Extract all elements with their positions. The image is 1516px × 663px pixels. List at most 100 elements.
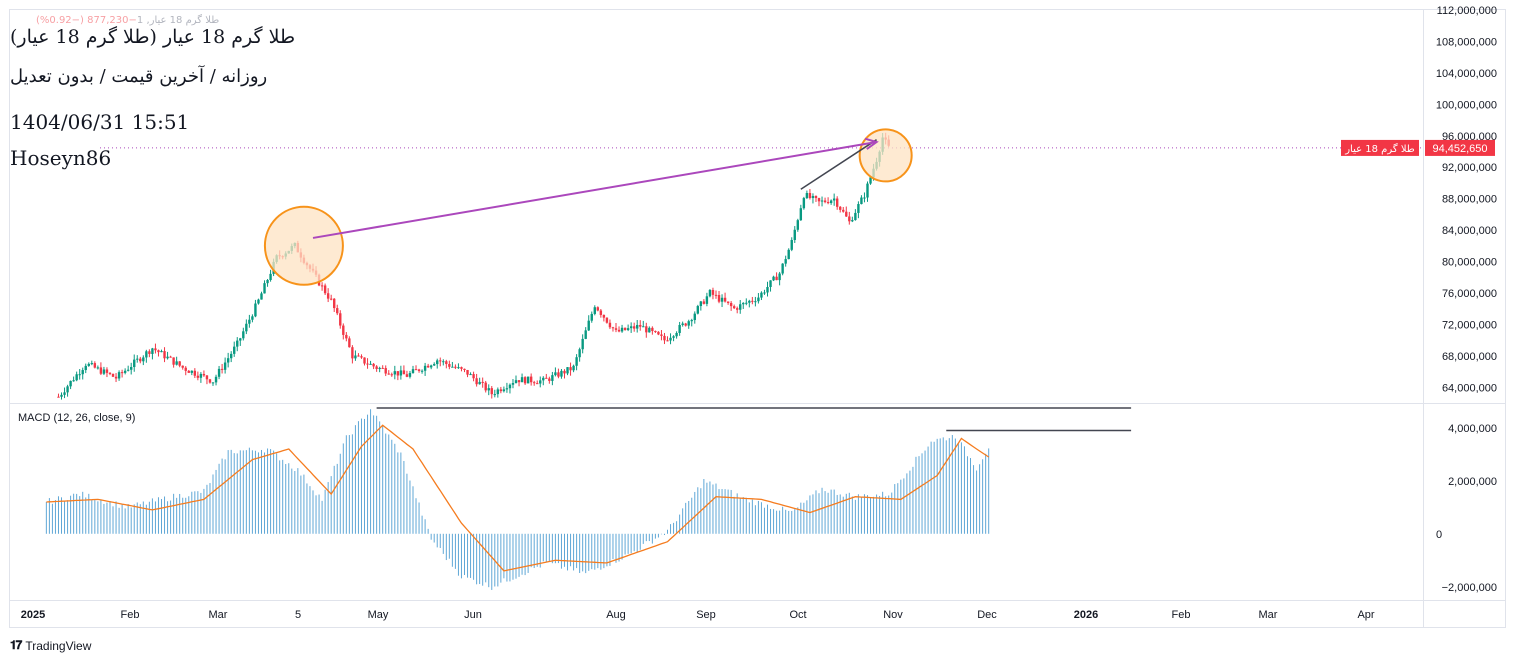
candle-body: [690, 320, 693, 322]
price-candle: [732, 304, 736, 310]
time-axis-tick: Dec: [977, 609, 997, 621]
candle-body: [569, 367, 572, 371]
price-candle: [114, 373, 118, 383]
candle-body: [678, 325, 681, 333]
price-candle: [130, 362, 133, 375]
price-candle: [81, 367, 84, 380]
candle-body: [363, 357, 366, 364]
candle-body: [790, 239, 793, 250]
candle-body: [711, 289, 715, 295]
price-candle: [654, 330, 657, 334]
candle-body: [151, 348, 154, 354]
macd-axis-tick: 4,000,000: [1448, 423, 1497, 435]
price-axis-tick: 112,000,000: [1437, 5, 1497, 17]
candle-body: [805, 193, 809, 199]
candle-body: [687, 321, 690, 326]
price-axis-tick: 108,000,000: [1436, 36, 1497, 48]
candle-body: [60, 394, 63, 397]
price-candle: [348, 336, 351, 348]
candle-body: [411, 369, 415, 373]
candle-body: [699, 301, 703, 307]
candle-body: [620, 327, 624, 332]
time-axis-tick: Sep: [696, 609, 716, 621]
price-candle: [826, 197, 830, 205]
price-candle: [829, 199, 833, 205]
price-candle: [351, 345, 354, 364]
price-candle: [151, 347, 154, 360]
price-candle: [342, 323, 345, 340]
candle-body: [757, 297, 760, 302]
candle-body: [487, 388, 490, 391]
price-axis-tick: 80,000,000: [1442, 257, 1497, 269]
price-tag-value: 94,452,650: [1432, 143, 1487, 155]
candle-body: [239, 338, 242, 341]
candle-body: [390, 374, 393, 376]
macd-axis-tick: 2,000,000: [1448, 476, 1497, 488]
candle-body: [414, 369, 418, 371]
price-candle: [523, 376, 527, 385]
price-candle: [672, 335, 675, 342]
candle-body: [196, 375, 200, 378]
price-candle: [336, 304, 339, 316]
price-candle: [808, 189, 812, 200]
candle-body: [614, 328, 618, 330]
price-candle: [666, 336, 669, 342]
candle-body: [463, 368, 466, 370]
macd-pane[interactable]: [45, 409, 990, 590]
price-candle: [736, 306, 739, 314]
candle-body: [784, 259, 787, 264]
candle-body: [787, 249, 790, 260]
candle-body: [502, 389, 506, 392]
candle-body: [490, 388, 493, 395]
price-candle: [778, 271, 781, 286]
symbol-mini-name: طلا گرم 18 عیار, 1: [136, 15, 220, 26]
candle-body: [781, 263, 784, 274]
candle-body: [499, 389, 503, 392]
price-candle: [66, 384, 69, 397]
price-candle: [329, 294, 333, 301]
price-candle: [357, 353, 360, 357]
candle-body: [702, 301, 706, 304]
candle-body: [251, 316, 254, 320]
candle-body: [681, 323, 684, 326]
candle-body: [542, 377, 545, 381]
candle-body: [460, 367, 463, 369]
candle-body: [584, 330, 587, 339]
price-candle: [196, 371, 200, 381]
candle-body: [766, 286, 769, 293]
price-candle: [584, 327, 587, 340]
tradingview-logo[interactable]: 𝟏𝟕 TradingView: [10, 638, 91, 653]
candle-body: [254, 303, 257, 317]
candle-body: [845, 211, 848, 217]
price-candle: [111, 373, 115, 378]
candle-body: [696, 306, 700, 314]
last-price-tag: طلا گرم 18 عیار 94,452,650: [1341, 139, 1495, 156]
candle-body: [632, 326, 636, 329]
price-candle: [499, 386, 503, 394]
time-axis-tick: Mar: [1259, 609, 1278, 621]
price-candle: [402, 365, 406, 375]
price-candle: [578, 347, 581, 362]
price-candle: [390, 372, 393, 377]
price-candle: [493, 389, 496, 398]
price-axis-tick: 100,000,000: [1436, 99, 1497, 111]
macd-legend[interactable]: MACD (12, 26, close, 9): [18, 412, 136, 424]
price-candle: [532, 380, 536, 386]
price-candle: [520, 373, 524, 383]
candle-body: [433, 364, 436, 366]
candle-body: [193, 370, 197, 376]
candle-body: [596, 307, 600, 311]
annotations[interactable]: طلا گرم 18 عیار 94,452,650: [100, 128, 1495, 432]
price-candle: [681, 321, 684, 327]
candle-body: [387, 373, 390, 375]
price-candle: [478, 377, 481, 385]
time-axis-tick: Mar: [209, 609, 228, 621]
candle-body: [114, 376, 118, 379]
price-candle: [620, 324, 624, 333]
candle-body: [775, 276, 778, 281]
candle-body: [160, 351, 163, 353]
candle-body: [102, 369, 106, 374]
candle-body: [848, 216, 851, 222]
price-candle: [835, 196, 839, 210]
